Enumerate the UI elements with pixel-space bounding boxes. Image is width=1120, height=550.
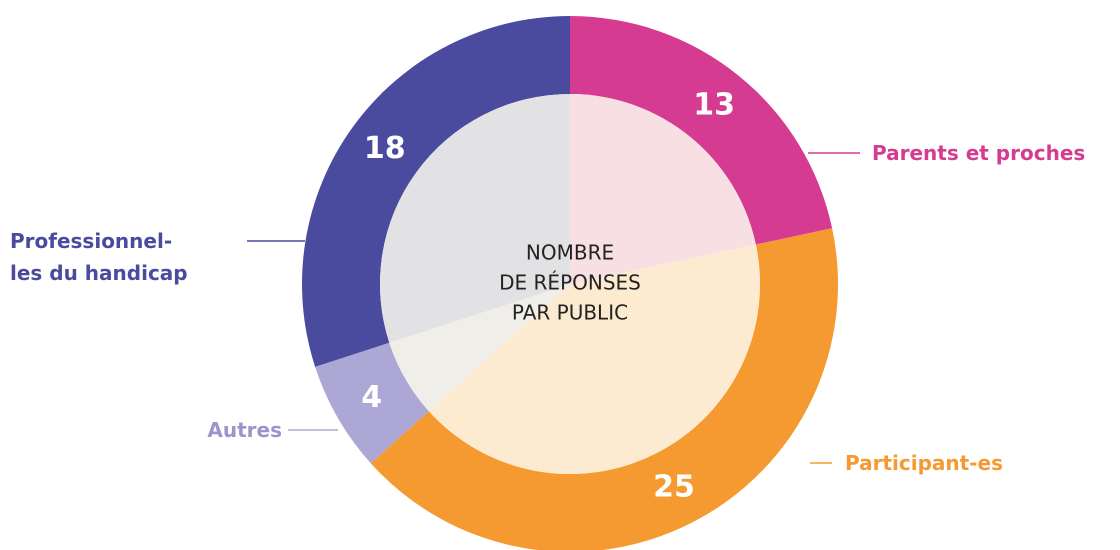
value-label: 13 — [693, 88, 735, 123]
inner-slice — [379, 94, 570, 343]
inner-slice — [428, 244, 760, 475]
legend-label: Professionnel-les du handicap — [10, 229, 188, 285]
legend-label: Autres — [207, 418, 282, 442]
donut-slice — [570, 16, 833, 245]
donut-slice — [370, 228, 838, 550]
donut-slice — [302, 16, 570, 367]
value-label: 4 — [361, 380, 382, 415]
value-label: 25 — [653, 470, 695, 505]
leader-lines — [247, 152, 860, 464]
center-title: PAR PUBLIC — [512, 301, 628, 325]
legend-label: Parents et proches — [872, 141, 1086, 165]
donut: 13 25 4 18 NOMBRE DE RÉPONSES PAR PUBLIC — [302, 16, 838, 550]
legend-label: Participant-es — [845, 451, 1003, 475]
center-title: NOMBRE — [526, 241, 614, 265]
center-title: DE RÉPONSES — [499, 271, 641, 295]
inner-slice — [389, 284, 570, 412]
value-label: 18 — [364, 131, 406, 166]
inner-slice — [570, 94, 756, 284]
donut-slice — [315, 342, 429, 464]
